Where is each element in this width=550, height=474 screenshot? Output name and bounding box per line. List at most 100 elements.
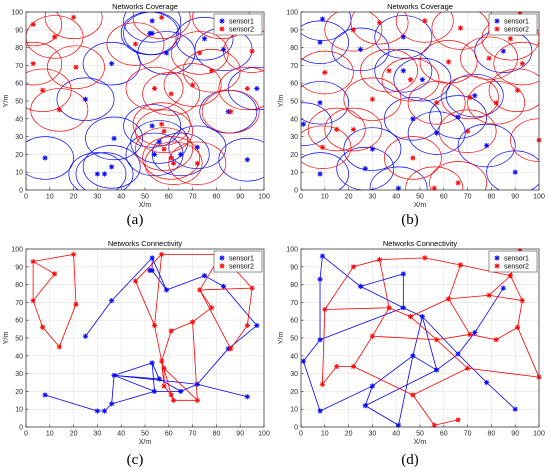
- connectivity-edge: [151, 257, 167, 291]
- data-point-sensor2: [249, 285, 255, 291]
- connectivity-edge: [223, 286, 258, 326]
- connectivity-edge: [58, 304, 77, 348]
- connectivity-edge: [424, 257, 461, 266]
- coverage-circle: [307, 107, 366, 152]
- connectivity-edge: [154, 325, 163, 362]
- data-point-sensor2: [493, 100, 499, 106]
- data-point-sensor2: [334, 363, 340, 370]
- x-tick-label: 70: [464, 431, 472, 438]
- x-tick-label: 60: [440, 431, 448, 438]
- data-point-sensor1: [484, 379, 490, 386]
- chart-title: Networks Coverage: [112, 2, 178, 11]
- x-tick-label: 10: [321, 194, 329, 201]
- data-point-sensor1: [109, 61, 115, 67]
- connectivity-edge: [410, 316, 437, 341]
- connectivity-edge: [436, 339, 468, 369]
- coverage-circle: [227, 66, 264, 111]
- coverage-circle: [395, 12, 454, 43]
- coverage-circle: [407, 111, 466, 155]
- connectivity-edge: [510, 275, 523, 301]
- data-point-sensor1: [82, 96, 89, 102]
- data-point-sensor1: [178, 151, 184, 157]
- data-point-sensor2: [455, 417, 461, 423]
- coverage-circle: [30, 88, 89, 132]
- y-tick-label: 50: [15, 99, 23, 106]
- coverage-circle: [82, 145, 141, 189]
- coverage-circle: [343, 77, 402, 121]
- data-point-sensor2: [486, 292, 492, 298]
- connectivity-edge: [495, 326, 518, 341]
- data-point-sensor2: [350, 363, 356, 370]
- data-point-sensor1: [111, 135, 117, 141]
- coverage-circle: [488, 68, 539, 113]
- coverage-circle: [142, 136, 201, 180]
- x-tick-label: 100: [533, 431, 545, 438]
- legend-marker-sensor1: [494, 18, 500, 24]
- data-point-sensor2: [514, 87, 521, 93]
- data-point-sensor1: [484, 142, 490, 149]
- coverage-circle: [324, 12, 383, 52]
- chart-panel-c: 0 10 20 30 40 50 60 70 80 90 100 0 10 20 30 40 50 60 70 80 9…: [3, 239, 270, 446]
- plot-content: [26, 12, 264, 190]
- legend-label: sensor1: [504, 256, 529, 263]
- data-point-sensor1: [254, 85, 260, 92]
- connectivity-edge: [85, 300, 113, 337]
- data-point-sensor1: [109, 401, 115, 407]
- y-tick-label: 20: [290, 152, 298, 159]
- data-point-sensor1: [410, 353, 416, 359]
- y-tick-label: 80: [290, 45, 298, 52]
- data-point-sensor1: [395, 185, 402, 191]
- data-point-sensor2: [51, 34, 58, 40]
- data-point-sensor2: [244, 85, 250, 92]
- y-tick-label: 90: [290, 264, 298, 271]
- coverage-circle: [175, 16, 234, 61]
- x-tick-label: 0: [299, 431, 303, 438]
- data-point-sensor2: [407, 314, 414, 320]
- connectivity-edge: [180, 383, 198, 392]
- coverage-circle: [85, 116, 143, 161]
- connectivity-edge: [163, 367, 198, 401]
- data-point-sensor2: [434, 100, 440, 106]
- y-tick-label: 60: [290, 318, 298, 325]
- data-point-sensor2: [51, 271, 58, 277]
- y-tick-label: 40: [15, 353, 23, 360]
- y-axis-label: Y/m: [3, 332, 10, 345]
- connectivity-edge: [421, 316, 438, 371]
- connectivity-edge: [322, 366, 338, 385]
- x-tick-label: 90: [511, 194, 519, 201]
- data-point-sensor1: [163, 287, 170, 293]
- data-point-sensor2: [151, 85, 158, 92]
- data-point-sensor1: [82, 333, 89, 339]
- data-point-sensor1: [178, 388, 184, 394]
- connectivity-edge: [434, 419, 459, 426]
- data-point-sensor2: [434, 337, 440, 343]
- legend-marker-sensor1: [494, 255, 500, 261]
- x-tick-label: 0: [24, 194, 28, 201]
- data-point-sensor2: [465, 365, 471, 371]
- x-tick-label: 90: [511, 431, 519, 438]
- data-point-sensor2: [249, 48, 255, 54]
- data-point-sensor1: [512, 406, 518, 412]
- coverage-circle: [56, 77, 115, 121]
- connectivity-edge: [486, 382, 516, 410]
- coverage-circle: [135, 109, 193, 153]
- legend-marker-sensor2: [494, 26, 500, 32]
- legend-label: sensor2: [504, 27, 529, 34]
- coverage-circle: [301, 81, 349, 125]
- x-tick-label: 70: [189, 431, 197, 438]
- connectivity-edge: [32, 261, 55, 275]
- connectivity-edge: [171, 321, 193, 332]
- data-point-sensor2: [386, 305, 392, 311]
- y-axis-label: Y/m: [3, 95, 10, 108]
- data-point-sensor1: [317, 100, 323, 106]
- data-point-sensor1: [317, 408, 323, 414]
- connectivity-edge: [412, 367, 468, 396]
- coverage-circle: [26, 41, 63, 86]
- y-tick-label: 100: [286, 247, 298, 254]
- data-point-sensor2: [194, 397, 200, 403]
- y-tick-label: 0: [19, 425, 23, 432]
- data-point-sensor1: [317, 171, 323, 177]
- y-tick-label: 60: [15, 81, 23, 88]
- data-point-sensor2: [445, 59, 452, 65]
- connectivity-edge: [353, 336, 373, 367]
